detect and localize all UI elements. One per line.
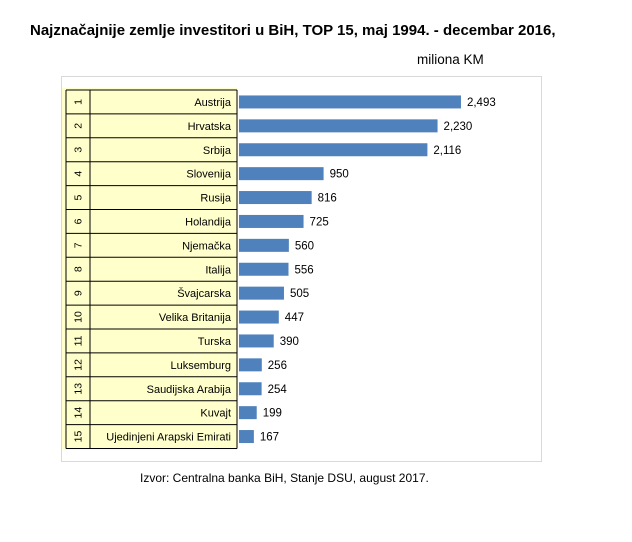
bar [239, 191, 312, 205]
category-label: Saudijska Arabija [147, 384, 232, 396]
category-label: Luksemburg [170, 360, 231, 372]
category-label: Švajcarska [177, 287, 232, 300]
bar [239, 214, 304, 228]
rank-label: 4 [73, 171, 85, 177]
rank-label: 6 [73, 218, 85, 224]
category-label: Rusija [200, 193, 231, 205]
value-label: 447 [285, 312, 304, 324]
value-label: 2,493 [467, 97, 496, 109]
value-label: 560 [295, 240, 314, 252]
value-label: 256 [268, 360, 287, 372]
value-label: 950 [330, 169, 349, 181]
category-label: Srbija [203, 145, 232, 157]
value-label: 199 [263, 408, 282, 420]
category-label: Austrija [194, 97, 232, 109]
bar [239, 95, 461, 109]
value-label: 556 [295, 264, 314, 276]
category-label: Hrvatska [188, 121, 232, 133]
category-label: Holandija [185, 216, 232, 228]
category-label: Italija [205, 264, 232, 276]
category-table [65, 89, 238, 449]
table-highlight [62, 88, 238, 450]
source-note: Izvor: Centralna banka BiH, Stanje DSU, … [140, 471, 429, 485]
rank-label: 1 [73, 99, 85, 105]
rank-label: 12 [73, 359, 85, 371]
rank-label: 7 [73, 242, 85, 248]
bar [239, 238, 289, 252]
category-label: Kuvajt [200, 408, 231, 420]
value-label: 816 [318, 193, 337, 205]
bar [239, 143, 428, 157]
rank-label: 5 [73, 194, 85, 200]
bar [239, 430, 254, 444]
bar [239, 119, 438, 133]
value-label: 505 [290, 288, 309, 300]
rank-label: 8 [73, 266, 85, 272]
bars [239, 95, 461, 444]
value-label: 725 [310, 216, 329, 228]
bar [239, 382, 262, 396]
rank-label: 14 [73, 407, 85, 419]
category-label: Turska [198, 336, 232, 348]
value-label: 2,230 [444, 121, 473, 133]
value-label: 254 [268, 384, 288, 396]
rank-label: 2 [73, 123, 85, 129]
unit-label: miliona KM [417, 52, 484, 67]
bar [239, 262, 289, 276]
rank-label: 11 [73, 335, 85, 346]
rank-label: 9 [73, 290, 85, 296]
bar [239, 167, 324, 181]
category-label: Njemačka [182, 240, 232, 252]
category-label: Slovenija [186, 169, 232, 181]
category-label: Velika Britanija [159, 312, 232, 324]
chart-title: Najznačajnije zemlje investitori u BiH, … [30, 22, 556, 39]
bar [239, 310, 279, 324]
bar [239, 358, 262, 372]
rank-label: 13 [73, 383, 85, 395]
value-label: 2,116 [433, 145, 461, 157]
bar [239, 286, 284, 300]
bar [239, 406, 257, 420]
value-labels: 2,493 2,230 2,116 950 816 725 560 556 505 447 390 2… [260, 97, 496, 444]
rank-label: 10 [73, 311, 85, 323]
bar [239, 334, 274, 348]
value-label: 167 [260, 432, 279, 444]
category-labels: Austrija Hrvatska Srbija Slovenija Rusija Hol… [106, 97, 232, 444]
rank-label: 15 [73, 431, 85, 443]
rank-label: 3 [73, 147, 85, 153]
category-label: Ujedinjeni Arapski Emirati [106, 432, 231, 444]
value-label: 390 [280, 336, 299, 348]
